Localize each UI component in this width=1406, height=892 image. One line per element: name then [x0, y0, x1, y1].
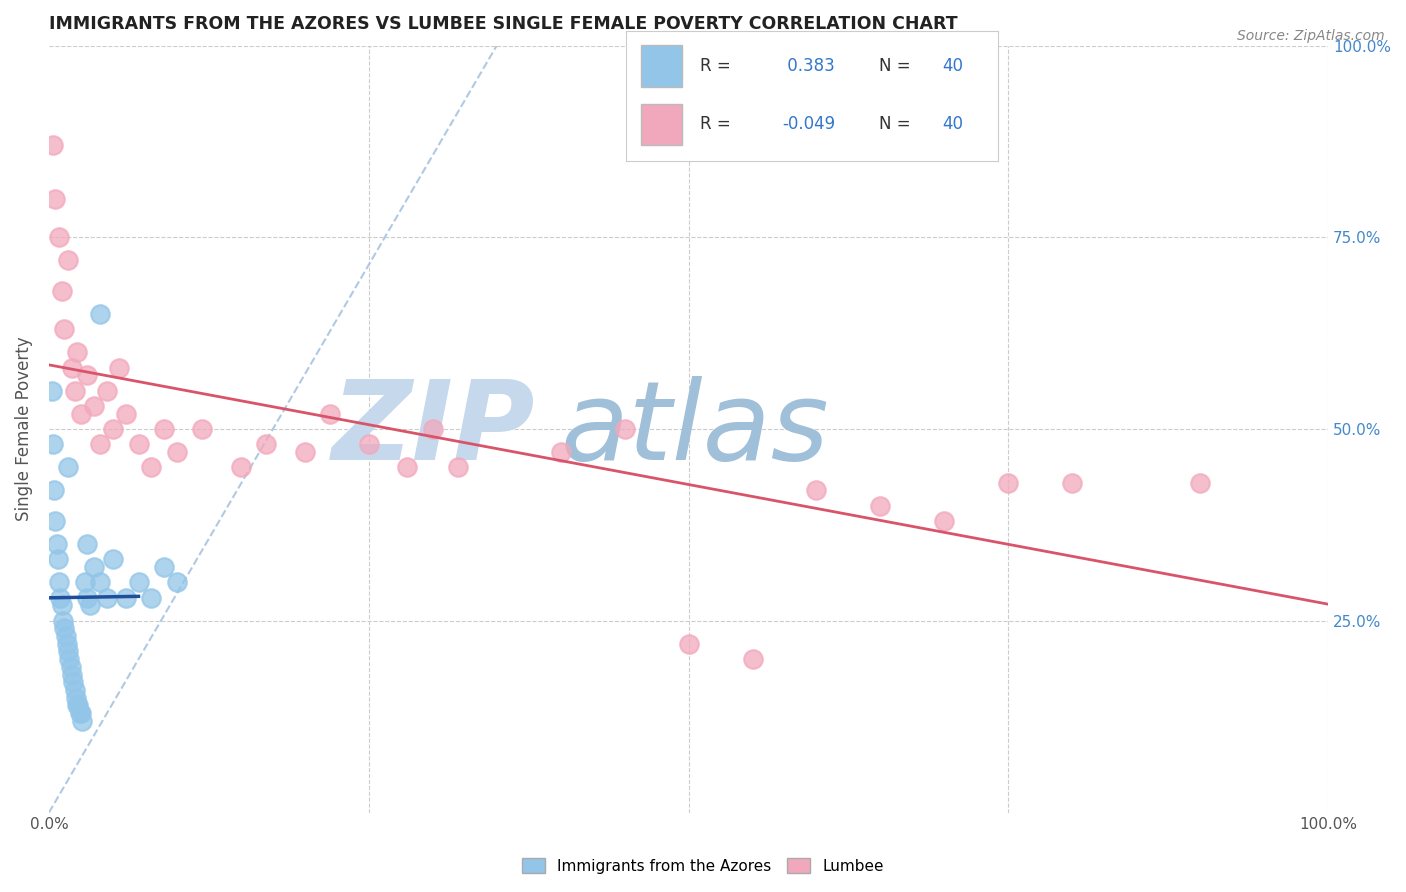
Point [1062, 475, 1084, 490]
Text: 40: 40 [942, 57, 963, 75]
Point [49, 591, 72, 605]
Point [56, 460, 79, 475]
Point [69, 706, 91, 720]
Point [83, 399, 105, 413]
Point [141, 460, 163, 475]
Text: N =: N = [879, 57, 911, 75]
Point [678, 637, 700, 651]
Point [76, 537, 98, 551]
Point [76, 368, 98, 383]
Point [550, 445, 572, 459]
FancyBboxPatch shape [641, 103, 682, 145]
Text: N =: N = [879, 115, 911, 133]
Point [63, 384, 86, 398]
Point [56, 253, 79, 268]
Point [613, 422, 636, 436]
Point [42, 437, 65, 451]
Y-axis label: Single Female Poverty: Single Female Poverty [15, 337, 32, 522]
Point [141, 591, 163, 605]
Point [48, 575, 70, 590]
Point [79, 599, 101, 613]
Point [128, 437, 150, 451]
Point [997, 475, 1019, 490]
Point [229, 460, 252, 475]
Point [48, 230, 70, 244]
Point [869, 499, 891, 513]
Point [66, 698, 89, 713]
Point [55, 629, 77, 643]
Text: 0.383: 0.383 [782, 57, 835, 75]
Text: Source: ZipAtlas.com: Source: ZipAtlas.com [1237, 29, 1385, 43]
Text: R =: R = [700, 57, 731, 75]
Point [70, 407, 93, 421]
Point [53, 322, 76, 336]
Point [53, 622, 76, 636]
Point [114, 591, 136, 605]
Point [166, 575, 188, 590]
Point [806, 483, 828, 498]
Text: atlas: atlas [561, 376, 830, 483]
Point [60, 360, 83, 375]
Point [89, 437, 111, 451]
Point [70, 706, 93, 720]
Point [67, 698, 90, 713]
Point [46, 552, 69, 566]
Point [319, 407, 342, 421]
Point [741, 652, 763, 666]
Point [101, 422, 124, 436]
Point [114, 407, 136, 421]
Text: R =: R = [700, 115, 731, 133]
Point [96, 591, 118, 605]
Point [62, 675, 84, 690]
Point [73, 575, 96, 590]
Point [44, 514, 66, 528]
Point [447, 460, 470, 475]
Point [51, 599, 73, 613]
Text: ZIP: ZIP [332, 376, 536, 483]
Point [51, 284, 73, 298]
Point [41, 384, 63, 398]
Point [396, 460, 419, 475]
Point [70, 714, 93, 728]
Point [128, 575, 150, 590]
Text: -0.049: -0.049 [782, 115, 835, 133]
FancyBboxPatch shape [641, 45, 682, 87]
Point [45, 537, 67, 551]
Text: 40: 40 [942, 115, 963, 133]
Legend: Immigrants from the Azores, Lumbee: Immigrants from the Azores, Lumbee [516, 852, 890, 880]
Point [44, 192, 66, 206]
Text: IMMIGRANTS FROM THE AZORES VS LUMBEE SINGLE FEMALE POVERTY CORRELATION CHART: IMMIGRANTS FROM THE AZORES VS LUMBEE SIN… [49, 15, 957, 33]
Point [934, 514, 956, 528]
Point [89, 307, 111, 321]
Point [52, 614, 75, 628]
Point [101, 552, 124, 566]
Point [166, 445, 188, 459]
Point [357, 437, 380, 451]
Point [254, 437, 277, 451]
Point [56, 644, 79, 658]
Point [66, 345, 89, 359]
Point [153, 560, 176, 574]
Point [42, 138, 65, 153]
Point [42, 483, 65, 498]
Point [76, 591, 98, 605]
Point [83, 560, 105, 574]
Point [294, 445, 316, 459]
Point [1189, 475, 1212, 490]
Point [60, 667, 83, 681]
Point [191, 422, 214, 436]
Point [65, 690, 87, 705]
Point [63, 682, 86, 697]
Point [153, 422, 176, 436]
Point [56, 637, 79, 651]
Point [108, 360, 131, 375]
Point [58, 652, 80, 666]
Point [422, 422, 444, 436]
Point [96, 384, 118, 398]
Point [89, 575, 111, 590]
Point [59, 660, 82, 674]
